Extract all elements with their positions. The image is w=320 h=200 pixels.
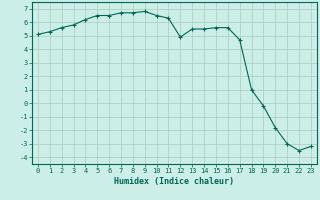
X-axis label: Humidex (Indice chaleur): Humidex (Indice chaleur) [115, 177, 234, 186]
